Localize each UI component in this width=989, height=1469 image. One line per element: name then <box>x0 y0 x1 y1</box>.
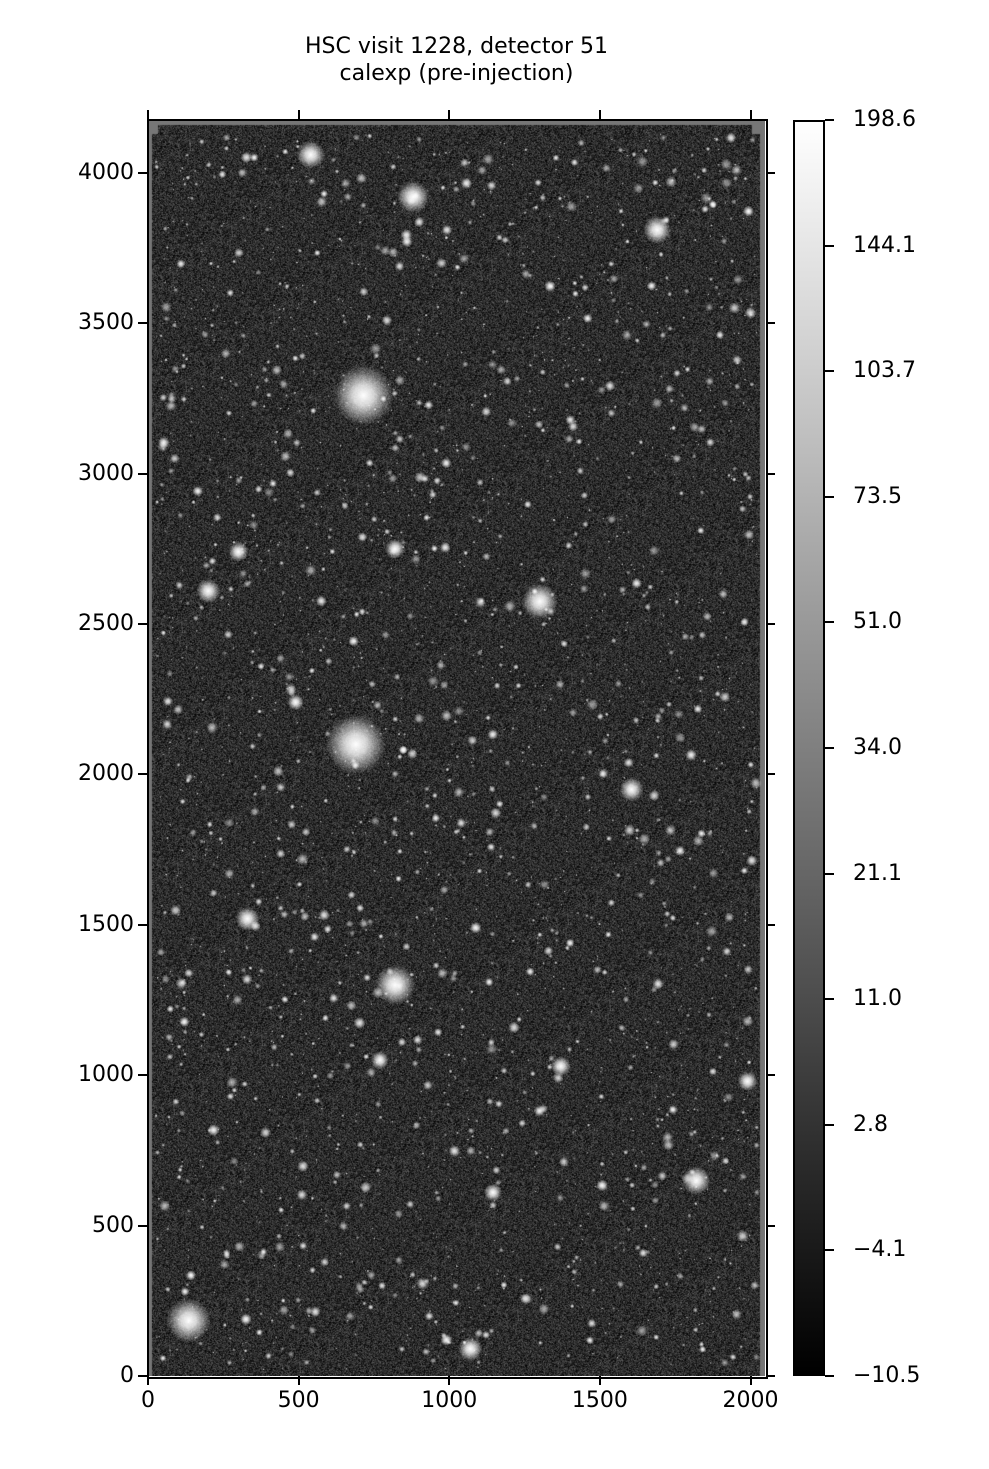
colorbar-tick-mark <box>825 747 834 749</box>
y-tick-mark <box>138 923 147 926</box>
colorbar-tick-mark <box>825 1123 834 1126</box>
x-tick-label: 500 <box>277 1388 320 1413</box>
y-tick-mark <box>138 472 147 475</box>
y-tick-mark-right <box>766 322 775 325</box>
colorbar-tick-label: 51.0 <box>853 609 902 635</box>
y-tick-mark-right <box>766 1375 775 1377</box>
x-tick-label: 2000 <box>722 1388 779 1413</box>
x-tick-mark-top <box>448 110 451 119</box>
y-tick-mark-right <box>766 773 775 776</box>
colorbar-tick-label: 144.1 <box>853 232 916 258</box>
y-tick-label: 4000 <box>78 159 134 185</box>
colorbar-tick-label: −10.5 <box>853 1363 921 1388</box>
colorbar-tick-label: 2.8 <box>853 1111 888 1137</box>
y-tick-label: 1500 <box>78 911 134 937</box>
y-tick-label: 3000 <box>78 460 134 486</box>
x-tick-mark <box>297 1376 300 1385</box>
y-tick-mark-right <box>766 1224 775 1227</box>
x-tick-mark-top <box>297 110 300 119</box>
colorbar-tick-mark <box>825 621 834 624</box>
y-tick-mark-right <box>766 923 775 926</box>
y-tick-mark <box>138 1375 147 1377</box>
y-tick-label: 500 <box>92 1212 134 1238</box>
y-tick-mark-right <box>766 171 775 174</box>
colorbar <box>793 120 825 1376</box>
y-tick-label: 2500 <box>78 611 134 637</box>
x-tick-mark <box>598 1376 601 1385</box>
y-tick-mark-right <box>766 472 775 475</box>
colorbar-tick-label: 198.6 <box>853 107 916 132</box>
x-tick-mark-top <box>749 110 752 119</box>
x-tick-mark <box>749 1376 752 1385</box>
chart-title: HSC visit 1228, detector 51 <box>304 34 609 59</box>
y-tick-mark <box>138 1074 147 1077</box>
colorbar-tick-mark <box>825 1375 834 1377</box>
y-tick-label: 0 <box>120 1363 134 1388</box>
x-tick-mark <box>147 1376 149 1385</box>
colorbar-tick-mark <box>825 495 834 498</box>
colorbar-tick-label: 11.0 <box>853 986 902 1012</box>
y-tick-mark <box>138 171 147 174</box>
y-tick-mark-right <box>766 623 775 626</box>
colorbar-tick-label: −4.1 <box>853 1237 907 1263</box>
y-tick-mark <box>138 1224 147 1227</box>
colorbar-tick-mark <box>825 370 834 373</box>
x-tick-mark <box>448 1376 451 1385</box>
axes-frame <box>147 119 768 1379</box>
x-tick-label: 1500 <box>571 1388 628 1413</box>
x-tick-label: 1000 <box>421 1388 478 1413</box>
y-tick-label: 2000 <box>78 761 134 787</box>
colorbar-tick-label: 103.7 <box>853 358 916 384</box>
x-tick-mark-top <box>598 110 601 119</box>
colorbar-tick-label: 21.1 <box>853 860 902 886</box>
x-tick-mark-top <box>147 110 149 119</box>
colorbar-tick-mark <box>825 119 834 121</box>
colorbar-tick-label: 73.5 <box>853 483 902 509</box>
colorbar-tick-mark <box>825 998 834 1001</box>
calexp-image <box>148 120 765 1376</box>
colorbar-tick-mark <box>825 872 834 875</box>
y-tick-mark-right <box>766 1074 775 1077</box>
y-tick-mark <box>138 773 147 776</box>
colorbar-tick-mark <box>825 1249 834 1252</box>
y-tick-label: 1000 <box>78 1062 134 1088</box>
y-tick-label: 3500 <box>78 310 134 336</box>
x-tick-label: 0 <box>141 1388 155 1413</box>
colorbar-tick-mark <box>825 244 834 247</box>
y-tick-mark <box>138 322 147 325</box>
chart-subtitle: calexp (pre-injection) <box>339 61 574 86</box>
colorbar-tick-label: 34.0 <box>853 735 902 760</box>
y-tick-mark <box>138 623 147 626</box>
